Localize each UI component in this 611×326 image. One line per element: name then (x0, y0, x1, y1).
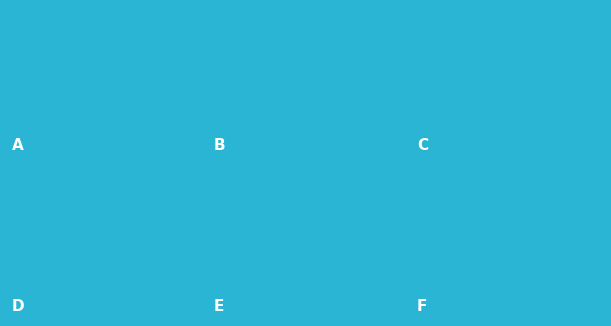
Text: C: C (417, 138, 428, 153)
Text: F: F (417, 299, 427, 314)
Text: B: B (214, 138, 225, 153)
Text: A: A (12, 138, 24, 153)
Text: D: D (12, 299, 24, 314)
Text: E: E (214, 299, 224, 314)
